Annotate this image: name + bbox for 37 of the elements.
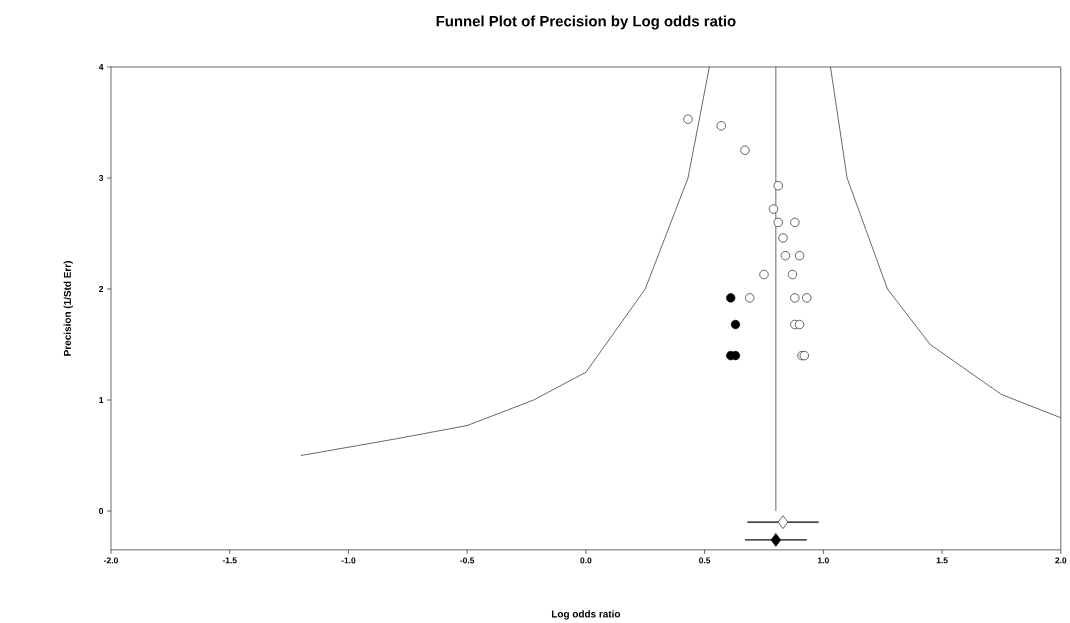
x-tick-label: 1.0	[817, 557, 829, 564]
point	[716, 121, 726, 131]
point	[780, 251, 790, 261]
x-tick-label: 1.5	[936, 557, 948, 564]
x-tick-label: -2.0	[104, 557, 118, 564]
point	[795, 251, 805, 261]
y-tick-label: 3	[98, 175, 104, 182]
point	[740, 145, 750, 155]
point	[802, 293, 812, 303]
point	[773, 181, 783, 191]
point	[790, 293, 800, 303]
x-tick-label: -1.0	[341, 557, 356, 564]
point	[745, 293, 755, 303]
point	[726, 293, 736, 303]
y-axis-title: Precision (1/Std Err)	[63, 261, 73, 356]
point	[787, 270, 798, 280]
chart-title: Funnel Plot of Precision by Log odds ratio	[436, 15, 736, 30]
y-tick-label: 0	[99, 508, 104, 515]
x-tick-label: -0.5	[460, 557, 475, 564]
y-tick-label: 1	[99, 397, 104, 403]
point	[778, 233, 788, 243]
x-axis-title: Log odds ratio	[551, 610, 621, 620]
y-tick-label: 4	[98, 64, 104, 70]
y-tick-label: 2	[99, 286, 104, 293]
point	[773, 217, 783, 228]
point	[768, 204, 779, 214]
x-tick-label: 0.5	[699, 557, 711, 564]
point	[730, 319, 741, 330]
point	[683, 114, 693, 124]
point	[795, 319, 805, 330]
point	[770, 533, 782, 547]
x-tick-label: 0.0	[580, 557, 592, 564]
point	[790, 217, 800, 228]
point	[777, 515, 789, 529]
x-tick-label: -1.5	[222, 557, 237, 564]
point	[759, 270, 769, 280]
x-tick-label: 2.0	[1055, 557, 1067, 564]
